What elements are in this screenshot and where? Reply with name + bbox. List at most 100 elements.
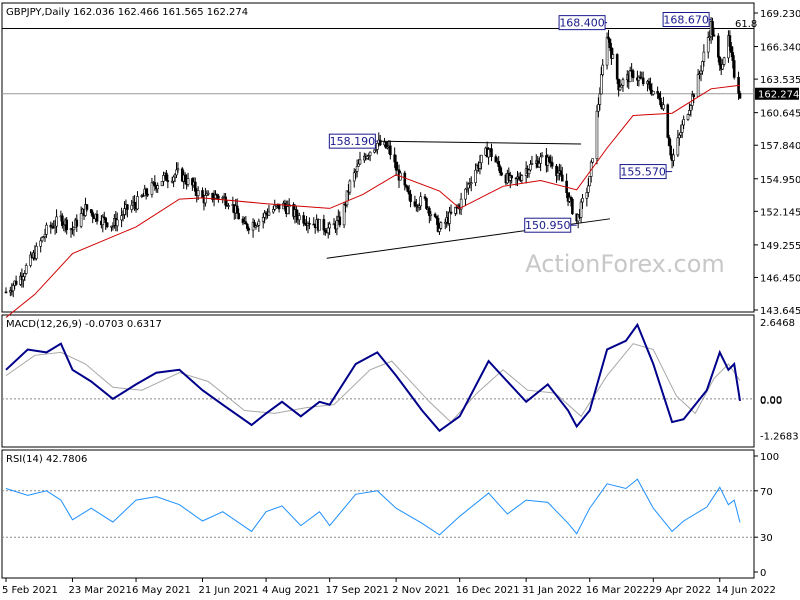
candle-body	[261, 217, 265, 222]
candle-body	[244, 221, 248, 225]
candle-body	[204, 195, 207, 204]
candle-body	[438, 228, 441, 232]
candle-body	[162, 175, 165, 182]
candle-body	[352, 172, 356, 182]
annotation-label: 158.190	[330, 135, 376, 148]
candle-body	[425, 198, 428, 209]
rsi-axis: 100 70 30 0	[754, 452, 779, 579]
candle-body	[585, 192, 589, 199]
candle-body	[146, 193, 149, 196]
candle-body	[711, 21, 714, 36]
candle-body	[206, 192, 210, 195]
candle-body	[529, 164, 532, 171]
macd-tick-label: 2.6468	[760, 318, 795, 329]
candle-body	[328, 223, 331, 229]
date-tick-label: 4 Aug 2021	[262, 585, 320, 596]
candle-body	[156, 185, 160, 190]
candle-body	[547, 157, 551, 163]
candle-body	[676, 137, 680, 156]
candle-body	[586, 185, 590, 193]
candle-body	[662, 104, 665, 109]
candle-body	[130, 204, 134, 210]
candle-body	[429, 213, 433, 216]
candle-body	[679, 132, 683, 136]
candle-body	[527, 169, 531, 174]
candle-body	[595, 110, 599, 159]
candle-body	[326, 227, 330, 234]
candle-body	[247, 228, 251, 231]
macd-title: MACD(12,26,9) -0.0703 0.6317	[6, 319, 162, 330]
candle-body	[150, 182, 154, 195]
candle-body	[186, 178, 190, 185]
candle-body	[722, 57, 726, 65]
candle-body	[183, 174, 187, 183]
candle-body	[631, 70, 635, 79]
candle-body	[136, 196, 139, 210]
candle-body	[579, 201, 583, 218]
candle-body	[403, 172, 407, 186]
candle-body	[500, 172, 503, 176]
candle-body	[257, 220, 261, 226]
candle-body	[688, 110, 691, 115]
candle-body	[173, 174, 177, 178]
candle-body	[308, 223, 311, 225]
candle-body	[598, 93, 602, 105]
candle-body	[699, 70, 703, 74]
candle-body	[537, 163, 541, 168]
candle-body	[11, 285, 15, 292]
candle-body	[731, 52, 735, 61]
candle-body	[14, 280, 18, 285]
candle-body	[433, 213, 437, 217]
price-axis: 169.230 166.340 163.535 160.645 157.840 154.9…	[754, 9, 800, 317]
candle-body	[607, 36, 610, 40]
candle-body	[40, 237, 44, 242]
candle-body	[652, 91, 655, 95]
candle-body	[55, 216, 58, 227]
candle-body	[419, 196, 422, 207]
price-tick-label: 166.340	[760, 43, 800, 54]
candle-body	[689, 105, 693, 111]
candle-body	[560, 174, 564, 182]
candle-body	[672, 154, 675, 161]
rsi-line	[5, 478, 741, 536]
date-tick-label: 14 Jun 2022	[716, 585, 776, 596]
price-tick-label: 146.450	[760, 273, 800, 284]
candle-body	[298, 215, 301, 221]
candle-body	[692, 94, 696, 97]
candle-body	[530, 163, 534, 165]
candle-body	[358, 159, 362, 165]
candle-body	[224, 196, 227, 206]
date-tick-label: 31 Jan 2022	[522, 585, 582, 596]
candle-body	[464, 188, 467, 200]
candle-body	[357, 163, 360, 167]
candle-body	[459, 198, 463, 210]
candle-body	[272, 209, 275, 213]
candle-body	[79, 213, 83, 227]
candle-body	[101, 216, 105, 226]
candle-body	[245, 223, 249, 229]
candle-body	[669, 145, 672, 156]
moving-average-line	[5, 84, 741, 318]
candle-body	[160, 181, 164, 187]
candle-body	[193, 181, 197, 192]
candle-body	[597, 104, 600, 112]
candle-body	[581, 198, 584, 203]
candle-body	[656, 91, 659, 94]
rsi-tick-label: 100	[760, 452, 779, 463]
candle-body	[498, 166, 502, 173]
candle-body	[409, 193, 412, 203]
candle-body	[449, 211, 453, 214]
candle-body	[393, 154, 396, 163]
candle-body	[175, 169, 178, 176]
candle-body	[394, 161, 398, 171]
candle-body	[286, 206, 290, 214]
candle-body	[439, 222, 443, 229]
price-tick-label: 149.255	[760, 241, 800, 252]
candle-body	[91, 212, 94, 217]
candle-body	[605, 36, 609, 66]
price-panel	[1, 2, 755, 313]
candle-body	[556, 172, 560, 177]
candle-body	[302, 215, 305, 224]
candle-body	[712, 34, 716, 37]
